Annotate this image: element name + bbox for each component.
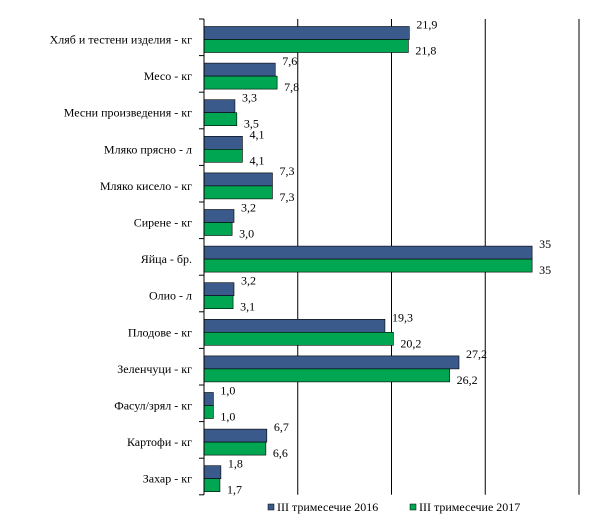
category-label: Мляко прясно - л xyxy=(104,142,192,156)
bar-series-1 xyxy=(203,209,235,223)
category-labels: Хляб и тестени изделия - кг Месо - кг Месн… xyxy=(50,18,204,496)
category-label: Олио - л xyxy=(149,289,192,303)
data-label: 7,3 xyxy=(279,164,294,178)
bar-series-1 xyxy=(203,392,214,406)
data-label: 27,2 xyxy=(466,347,487,361)
data-label: 3,3 xyxy=(242,91,257,105)
category-label: Мляко кисело - кг xyxy=(100,179,192,193)
bar-series-1 xyxy=(203,26,410,40)
data-label: 3,5 xyxy=(244,117,259,131)
bar-series-2 xyxy=(203,75,278,90)
bar-series-2 xyxy=(203,331,394,346)
bar-series-2 xyxy=(203,222,233,236)
bar-series-1 xyxy=(203,355,460,370)
data-label: 4,1 xyxy=(249,127,264,141)
bar-series-2 xyxy=(203,258,533,273)
bar-series-2 xyxy=(203,149,243,163)
data-label: 21,8 xyxy=(415,44,436,58)
bar-series-1 xyxy=(203,318,386,333)
data-label: 35 xyxy=(539,263,551,277)
data-label: 4,1 xyxy=(249,153,264,167)
data-label: 19,3 xyxy=(392,310,413,324)
category-label: Захар - кг xyxy=(143,472,192,486)
data-label: 6,7 xyxy=(274,420,289,434)
data-label: 1,7 xyxy=(227,483,242,497)
data-label: 1,8 xyxy=(228,457,243,471)
category-label: Месни произведения - кг xyxy=(64,106,192,120)
bar-series-2 xyxy=(203,368,450,383)
data-label: 3,1 xyxy=(240,300,255,314)
data-label: 1,0 xyxy=(220,384,235,398)
legend-swatch xyxy=(267,503,275,511)
data-label: 6,6 xyxy=(273,446,288,460)
category-label: Яйца - бр. xyxy=(141,252,192,266)
legend-label: III тримесечие 2017 xyxy=(419,500,520,514)
category-label: Плодове - кг xyxy=(128,325,192,339)
category-label: Зеленчуци - кг xyxy=(117,362,192,376)
data-label: 3,0 xyxy=(239,227,254,241)
value-labels: 21,921,87,67,83,33,54,14,17,37,33,23,035… xyxy=(220,18,551,497)
bar-series-1 xyxy=(203,136,243,150)
bar-series-1 xyxy=(203,465,222,480)
bar-series-2 xyxy=(203,405,214,419)
bar-series-2 xyxy=(203,295,234,310)
bar-series-2 xyxy=(203,441,267,456)
bar-series-1 xyxy=(203,62,276,77)
data-label: 35 xyxy=(539,237,551,251)
category-label: Фасул/зрял - кг xyxy=(114,399,192,413)
bar-series-1 xyxy=(203,282,235,297)
bars xyxy=(203,26,533,493)
data-label: 26,2 xyxy=(457,373,478,387)
category-label: Хляб и тестени изделия - кг xyxy=(50,33,192,47)
data-label: 7,6 xyxy=(282,54,297,68)
bar-series-2 xyxy=(203,478,221,493)
data-label: 20,2 xyxy=(400,336,421,350)
bar-series-1 xyxy=(203,99,236,113)
bar-series-1 xyxy=(203,428,268,443)
data-label: 7,8 xyxy=(284,80,299,94)
data-label: 3,2 xyxy=(241,201,256,215)
category-label: Месо - кг xyxy=(144,69,192,83)
bar-series-2 xyxy=(203,112,238,126)
category-label: Сирене - кг xyxy=(134,216,192,230)
data-label: 7,3 xyxy=(279,190,294,204)
legend-swatch xyxy=(409,503,417,511)
legend-label: III тримесечие 2016 xyxy=(277,500,378,514)
data-label: 3,2 xyxy=(241,274,256,288)
bar-series-1 xyxy=(203,172,273,187)
legend: III тримесечие 2016 III тримесечие 2017 xyxy=(267,500,520,514)
bar-series-2 xyxy=(203,185,273,200)
data-label: 21,9 xyxy=(416,18,437,32)
data-label: 1,0 xyxy=(220,410,235,424)
bar-series-1 xyxy=(203,245,533,260)
bar-series-2 xyxy=(203,39,409,53)
category-label: Картофи - кг xyxy=(127,435,192,449)
